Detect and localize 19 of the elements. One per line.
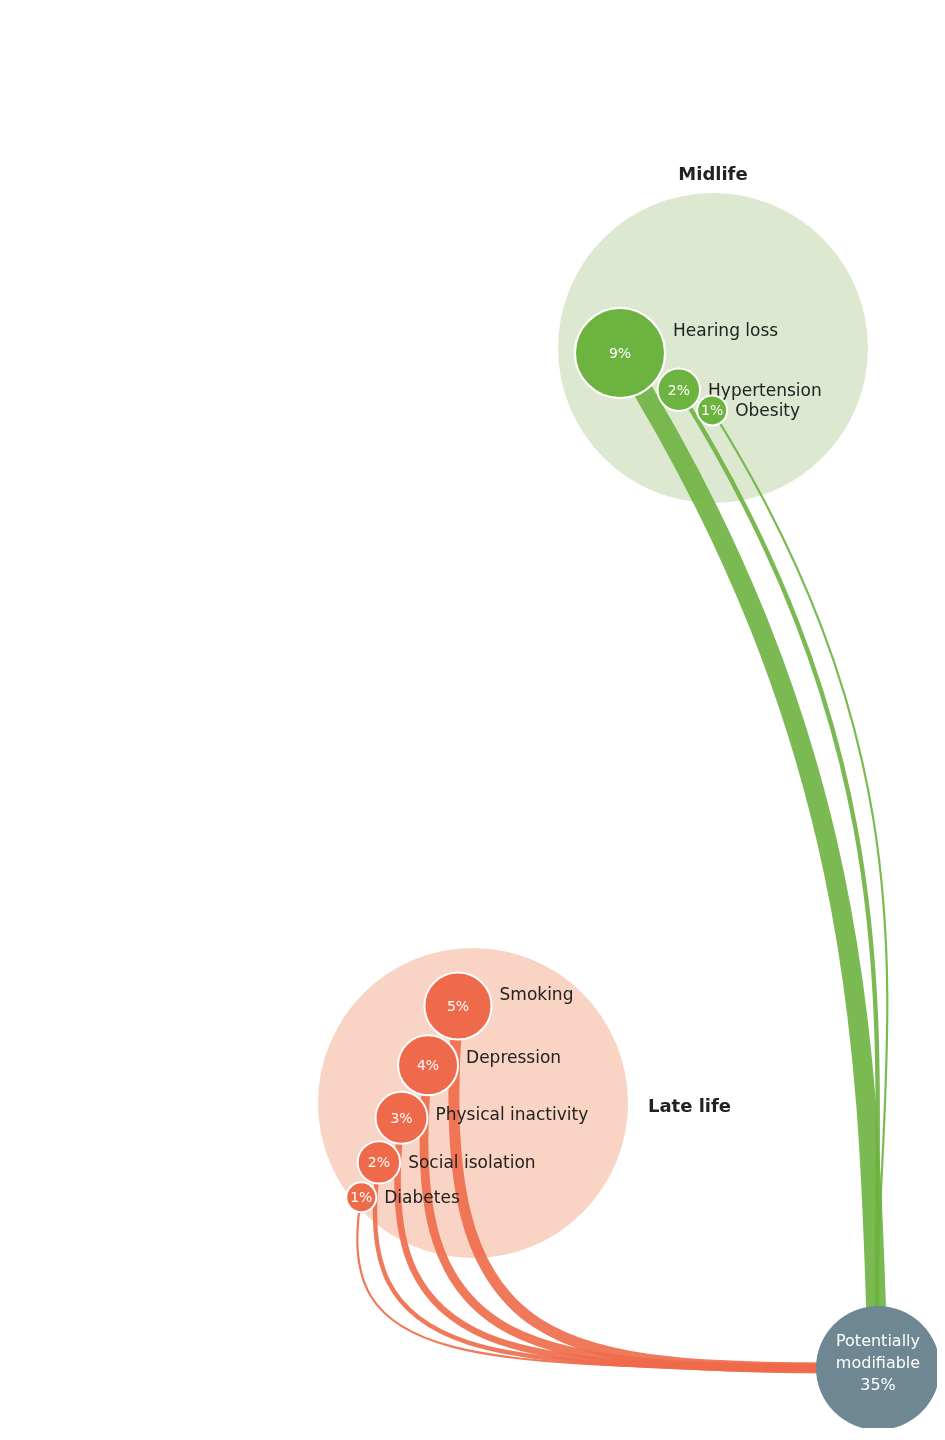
category-label: Depression bbox=[466, 1047, 562, 1068]
category-label: Social isolation bbox=[408, 1152, 536, 1173]
data-label: 4% bbox=[416, 1057, 440, 1074]
category-label: Hearing loss bbox=[673, 320, 779, 340]
text: Late life bbox=[648, 1095, 732, 1116]
text: Potentially modifiable 35% bbox=[835, 1331, 921, 1394]
category-label: Smoking bbox=[499, 984, 574, 1005]
data-label: 5% bbox=[446, 998, 470, 1014]
data-label: 1% bbox=[701, 402, 724, 419]
data-label: 3% bbox=[390, 1109, 413, 1126]
data-label: 2% bbox=[667, 381, 690, 398]
data-label: 1% bbox=[350, 1189, 373, 1206]
category-label: Obesity bbox=[735, 400, 801, 421]
data-label: 2% bbox=[367, 1154, 391, 1171]
text: Midlife bbox=[678, 163, 748, 184]
category-label: Hypertension bbox=[708, 379, 822, 400]
data-label: 9% bbox=[608, 345, 632, 361]
category-label: Physical inactivity bbox=[435, 1103, 589, 1124]
category-label: Diabetes bbox=[384, 1187, 460, 1208]
